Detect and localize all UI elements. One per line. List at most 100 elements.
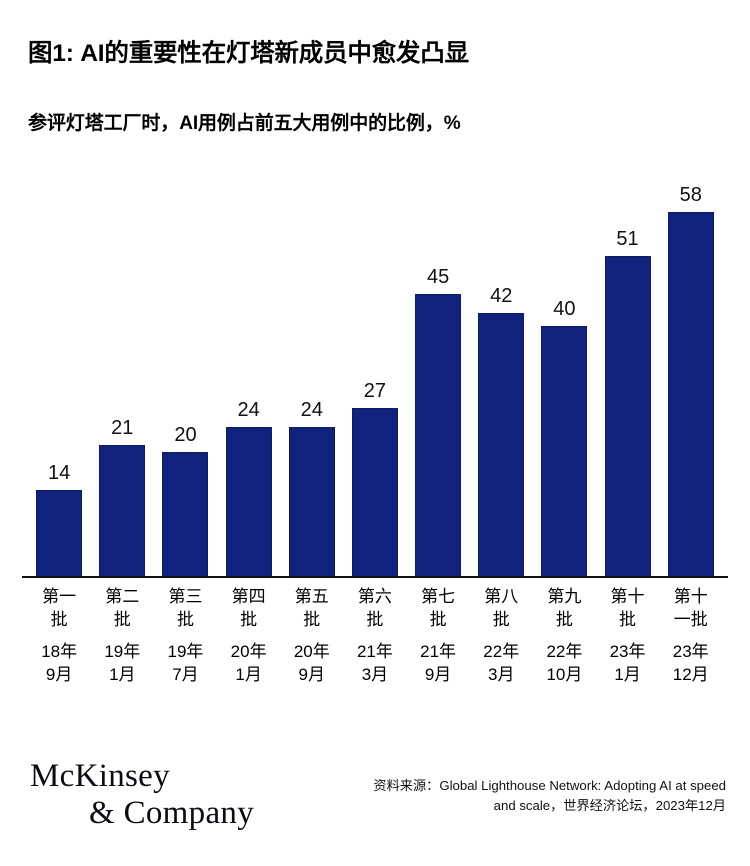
bar-value-label: 20 — [174, 424, 197, 446]
x-axis-label-date-line1: 20年 — [230, 641, 267, 661]
bar-group: 45 — [407, 178, 469, 578]
x-axis-label-batch: 第八批 — [470, 586, 532, 632]
x-axis-label-date-line1: 20年 — [293, 641, 330, 661]
bar[interactable] — [288, 427, 335, 578]
bar[interactable] — [225, 427, 272, 578]
x-axis-label-batch-line1: 第九 — [547, 587, 582, 606]
x-axis-label: 第七批 21年 9月 — [407, 586, 469, 691]
bar-group: 27 — [344, 178, 406, 578]
x-axis-label-batch-line1: 第六 — [357, 587, 392, 606]
x-axis-label-date-line2: 3月 — [361, 664, 389, 684]
x-axis-label-batch-line1: 第三 — [168, 587, 203, 606]
x-axis-label-batch-line1: 第一 — [42, 587, 77, 606]
x-axis-label-batch-line2: 批 — [619, 609, 637, 629]
x-axis-label-batch: 第五批 — [281, 586, 343, 632]
x-axis-label-date-line2: 7月 — [172, 664, 199, 684]
bar[interactable] — [604, 256, 651, 578]
x-axis-label-date-line2: 1月 — [109, 664, 136, 684]
x-axis-label-batch-line2: 批 — [555, 609, 573, 629]
x-axis-label: 第十 一批 23年 12月 — [660, 586, 722, 691]
x-axis-label-date: 22年 10月 — [533, 641, 595, 687]
bar-value-label: 40 — [553, 298, 576, 320]
x-axis-label-date: 20年 1月 — [217, 641, 279, 687]
x-axis-label-date: 21年 9月 — [407, 641, 469, 687]
x-axis-label: 第五批 20年 9月 — [281, 586, 343, 691]
x-axis-label-date-line1: 19年 — [167, 641, 204, 661]
bar-group: 21 — [91, 178, 153, 578]
bar[interactable] — [36, 490, 83, 578]
x-axis-label-date: 20年 9月 — [281, 641, 343, 687]
x-axis-label: 第八批 22年 3月 — [470, 586, 532, 691]
bar-value-label: 24 — [237, 399, 260, 421]
x-axis-label-date-line2: 3月 — [488, 664, 515, 684]
x-axis-label-batch-line1: 第十 — [673, 587, 708, 606]
x-axis-label-date-line2: 9月 — [298, 664, 325, 684]
x-axis-label-batch: 第十批 — [596, 586, 658, 632]
x-axis-label-batch-line2: 批 — [303, 609, 321, 629]
mckinsey-logo: McKinsey & Company — [30, 758, 260, 832]
x-axis-label-date: 23年 12月 — [660, 641, 722, 687]
bar-chart-plot-area: 14 21 20 24 24 27 45 42 40 51 58 — [28, 178, 722, 578]
x-axis-label-date-line2: 12月 — [672, 664, 709, 684]
bar-group: 20 — [154, 178, 216, 578]
x-axis-label-batch: 第一批 — [28, 586, 90, 632]
bar-value-label: 24 — [300, 399, 323, 421]
x-axis-label-batch-line1: 第四 — [231, 587, 266, 606]
logo-line-2: & Company — [89, 794, 254, 831]
bar[interactable] — [162, 452, 209, 578]
bar[interactable] — [541, 326, 588, 578]
x-axis-label-batch: 第九批 — [533, 586, 595, 632]
x-axis-label-batch-line2: 批 — [492, 609, 510, 629]
bar-value-label: 51 — [616, 228, 639, 250]
bar-series: 14 21 20 24 24 27 45 42 40 51 58 — [28, 178, 722, 578]
x-axis-label-batch-line2: 批 — [429, 609, 447, 629]
x-axis-label-date-line1: 22年 — [483, 641, 520, 661]
x-axis-label: 第九批 22年 10月 — [533, 586, 595, 691]
bar-value-label: 58 — [679, 184, 702, 206]
logo-line-1: McKinsey — [30, 758, 170, 794]
bar-value-label: 14 — [48, 462, 71, 484]
x-axis-label-batch-line2: 批 — [50, 609, 68, 629]
x-axis-label-batch-line2: 批 — [240, 609, 258, 629]
bar[interactable] — [351, 408, 398, 578]
x-axis-label-date-line2: 9月 — [424, 664, 452, 684]
bar[interactable] — [99, 445, 146, 578]
x-axis-label-batch-line2: 批 — [366, 609, 384, 629]
x-axis-label-batch-line2: 批 — [176, 609, 194, 629]
x-axis-label-date-line1: 21年 — [420, 641, 457, 661]
x-axis-label: 第二批 19年 1月 — [91, 586, 153, 691]
x-axis-label: 第十批 23年 1月 — [596, 586, 658, 691]
bar-group: 42 — [470, 178, 532, 578]
x-axis-label: 第一批 18年 9月 — [28, 586, 90, 691]
x-axis-label-date-line2: 9月 — [45, 664, 73, 684]
bar-group: 14 — [28, 178, 90, 578]
source-line-1: 资料来源：Global Lighthouse Network: Adopting… — [373, 778, 726, 793]
bar-value-label: 45 — [426, 266, 450, 288]
x-axis-label-batch: 第三批 — [154, 586, 216, 632]
x-axis-label-date: 22年 3月 — [470, 641, 532, 687]
x-axis-label-batch: 第六批 — [344, 586, 406, 632]
x-axis-label-date-line2: 10月 — [546, 664, 583, 684]
x-axis-label-batch: 第七批 — [407, 586, 469, 632]
bar-group: 51 — [596, 178, 658, 578]
x-axis-label-date-line1: 19年 — [104, 641, 141, 661]
x-axis-label-batch-line2: 批 — [113, 609, 131, 629]
x-axis-label-batch-line1: 第五 — [294, 587, 329, 606]
x-axis-label-date-line1: 23年 — [672, 641, 709, 661]
bar-value-label: 42 — [490, 285, 513, 307]
x-axis-label: 第四批 20年 1月 — [217, 586, 279, 691]
bar[interactable] — [478, 313, 525, 578]
x-axis-label-date: 19年 7月 — [154, 641, 216, 687]
chart-subtitle: 参评灯塔工厂时，AI用例占前五大用例中的比例，% — [28, 113, 461, 134]
x-axis-label-date: 21年 3月 — [344, 641, 406, 687]
bar[interactable] — [667, 212, 714, 578]
x-axis-label-batch-line1: 第十 — [610, 587, 645, 606]
bar[interactable] — [415, 294, 462, 578]
x-axis-label-batch: 第四批 — [217, 586, 279, 632]
x-axis-label-date-line1: 21年 — [356, 641, 393, 661]
x-axis-label-date-line2: 1月 — [614, 664, 641, 684]
bar-value-label: 27 — [363, 380, 387, 402]
page-title: 图1: AI的重要性在灯塔新成员中愈发凸显 — [28, 40, 469, 67]
bar-group: 24 — [217, 178, 279, 578]
x-axis-label-batch-line2: 一批 — [673, 609, 708, 629]
